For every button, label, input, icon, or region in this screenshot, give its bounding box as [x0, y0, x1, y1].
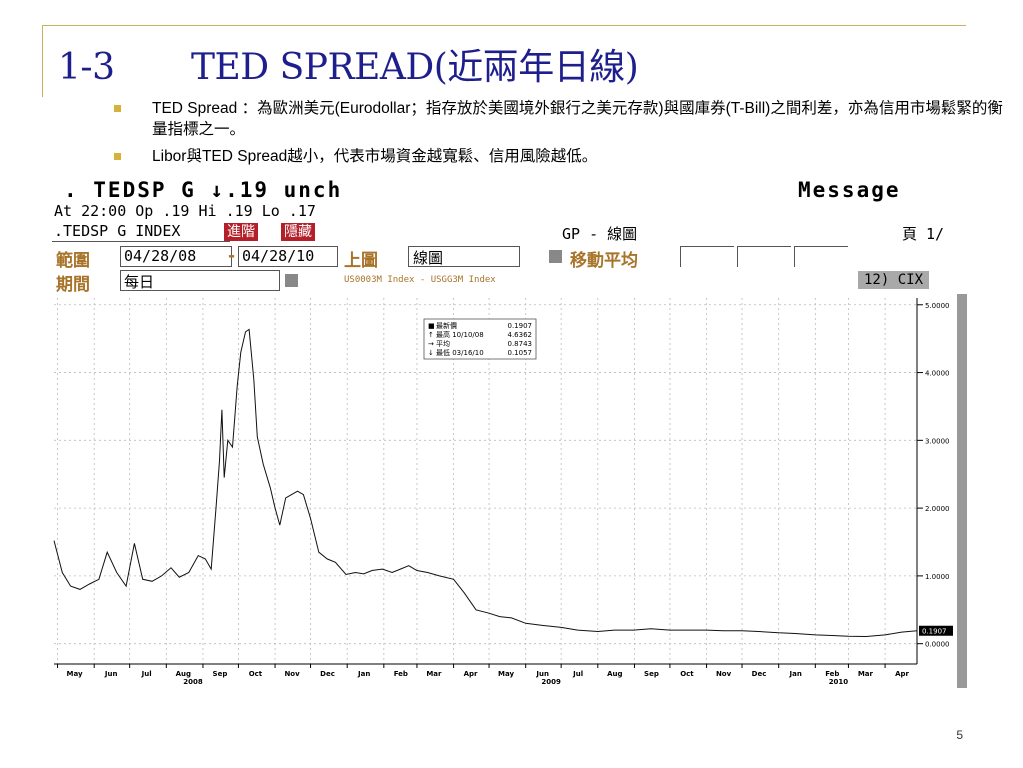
bullet-item: TED Spread ：為歐洲美元(Eurodollar；指存放於美國境外銀行之…: [112, 98, 1012, 140]
x-tick-label: Dec: [320, 670, 335, 678]
moving-average-field-3[interactable]: [794, 246, 848, 267]
legend-value: 0.1057: [508, 349, 533, 357]
x-tick-label: Mar: [426, 670, 442, 678]
index-name-box: .TEDSP G INDEX: [52, 222, 230, 242]
bullet-list: TED Spread ：為歐洲美元(Eurodollar；指存放於美國境外銀行之…: [112, 98, 1012, 173]
x-tick-label: Jan: [357, 670, 370, 678]
moving-average-field-1[interactable]: [680, 246, 734, 267]
x-tick-label: Apr: [895, 670, 909, 678]
x-year-label: 2010: [829, 678, 849, 686]
x-tick-label: Dec: [752, 670, 767, 678]
chart-legend: ■ 最新價 0.1907 ↑ 最高 10/10/08 4.6362 → 平均 0.8743 ↓ 最低…: [423, 318, 537, 360]
formula-label: US0003M Index - USGG3M Index: [344, 275, 496, 285]
y-tick-label: 4.0000: [925, 370, 950, 378]
bullet-item: Libor與TED Spread越小，代表市場資金越寬鬆、信用風險越低。: [112, 146, 1012, 167]
x-tick-label: May: [67, 670, 83, 678]
x-tick-label: Oct: [680, 670, 694, 678]
range-label: 範圍: [56, 251, 90, 271]
top-divider: [42, 25, 966, 26]
y-tick-label: 5.0000: [925, 302, 950, 310]
ted-spread-line-chart: 5.0000 4.0000 3.0000 2.0000 1.0000 0.0000 0.19…: [52, 294, 972, 688]
title-text: TED SPREAD(近兩年日線): [191, 47, 639, 88]
bullet-text: Libor與TED Spread越小，代表市場資金越寬鬆、信用風險越低。: [152, 148, 598, 165]
legend-label: 最高 10/10/08: [436, 330, 484, 339]
scrollbar[interactable]: [957, 294, 967, 688]
left-divider: [42, 25, 43, 97]
chart-mode-label: GP - 線圖: [562, 225, 638, 243]
x-tick-label: Aug: [607, 670, 622, 678]
bullet-text: TED Spread ：為歐洲美元(Eurodollar；指存放於美國境外銀行之…: [152, 100, 1003, 138]
last-value-tag: [919, 625, 953, 636]
hide-button[interactable]: 隱藏: [281, 223, 315, 241]
title-number: 1-3: [58, 47, 115, 88]
legend-label: 最新價: [436, 321, 457, 330]
period-label: 期間: [56, 275, 90, 295]
x-tick-label: Nov: [716, 670, 732, 678]
x-tick-label: Jan: [789, 670, 802, 678]
x-axis: May Jun Jul Aug Sep Oct Nov Dec Jan Feb Mar Apr May J…: [54, 663, 917, 686]
x-tick-label: Mar: [858, 670, 874, 678]
x-tick-label: Oct: [249, 670, 263, 678]
legend-value: 4.6362: [508, 331, 533, 339]
advanced-button[interactable]: 進階: [224, 223, 258, 241]
square-icon: ■: [428, 322, 435, 330]
y-tick-label: 2.0000: [925, 505, 950, 513]
message-button[interactable]: Message: [798, 178, 901, 202]
y-axis: 5.0000 4.0000 3.0000 2.0000 1.0000 0.0000 0.19…: [916, 298, 953, 664]
y-tick-label: 3.0000: [925, 437, 950, 445]
x-tick-label: Aug: [176, 670, 191, 678]
x-tick-label: Sep: [213, 670, 228, 678]
y-tick-label: 0.0000: [925, 641, 950, 649]
x-tick-label: Jun: [535, 670, 549, 678]
dropdown-square-icon[interactable]: [549, 250, 562, 263]
x-tick-label: Jun: [104, 670, 118, 678]
dropdown-square-icon[interactable]: [285, 274, 298, 287]
x-year-label: 2009: [541, 678, 561, 686]
page-label: 頁 1/: [902, 225, 945, 243]
range-from-value: 04/28/08: [124, 247, 197, 265]
bullet-square-icon: [114, 153, 121, 160]
period-field[interactable]: 每日: [120, 270, 280, 291]
legend-label: 最低 03/16/10: [436, 348, 484, 357]
ted-spread-series-line: [53, 328, 918, 638]
x-tick-label: Nov: [284, 670, 300, 678]
moving-average-field-2[interactable]: [737, 246, 791, 267]
x-tick-label: Jul: [141, 670, 152, 678]
page-number: 5: [956, 728, 963, 742]
bullet-square-icon: [114, 105, 121, 112]
upper-chart-label: 上圖: [344, 251, 378, 271]
legend-value: 0.1907: [508, 322, 533, 330]
range-from-field[interactable]: 04/28/08: [120, 246, 232, 267]
x-tick-label: Jul: [572, 670, 583, 678]
page-title: 1-3 TED SPREAD(近兩年日線): [58, 38, 639, 90]
bloomberg-panel: . TEDSP G ↓.19 unch Message At 22:00 Op …: [52, 178, 972, 688]
x-tick-label: Apr: [464, 670, 478, 678]
upper-chart-value: 線圖: [413, 249, 444, 267]
range-to-field[interactable]: 04/28/10: [238, 246, 338, 267]
y-tick-label: 1.0000: [925, 573, 950, 581]
arrow-right-icon: →: [428, 340, 434, 348]
x-tick-label: May: [498, 670, 514, 678]
moving-average-label: 移動平均: [570, 251, 638, 271]
x-tick-label: Feb: [394, 670, 408, 678]
ticker-line: . TEDSP G ↓.19 unch: [64, 178, 343, 202]
arrow-down-icon: ↓: [428, 349, 434, 357]
cix-button[interactable]: 12) CIX: [858, 271, 930, 289]
arrow-up-icon: ↑: [428, 331, 434, 339]
range-to-value: 04/28/10: [242, 247, 315, 265]
legend-value: 0.8743: [508, 340, 533, 348]
quote-line: At 22:00 Op .19 Hi .19 Lo .17: [54, 202, 316, 220]
upper-chart-field[interactable]: 線圖: [408, 246, 520, 267]
chart-background: [52, 294, 972, 688]
legend-box: [423, 318, 537, 360]
x-tick-label: Feb: [825, 670, 839, 678]
index-name: .TEDSP G INDEX: [54, 222, 181, 240]
x-year-label: 2008: [183, 678, 203, 686]
range-separator: -: [228, 246, 236, 266]
last-value-label: 0.1907: [922, 628, 947, 636]
legend-label: 平均: [436, 339, 450, 348]
period-value: 每日: [124, 273, 155, 291]
x-tick-label: Sep: [644, 670, 659, 678]
